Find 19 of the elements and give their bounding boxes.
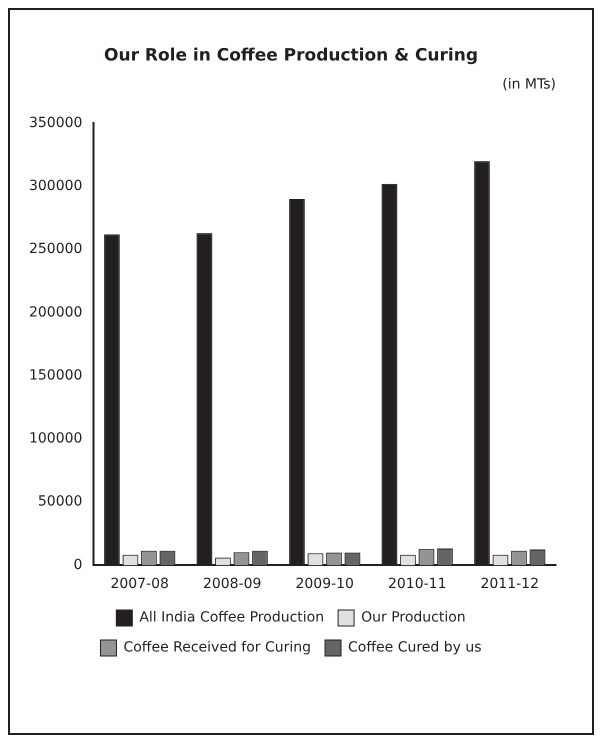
x-tick-label: 2011-12 (480, 576, 539, 592)
x-tick-label: 2008-09 (202, 576, 262, 592)
y-tick-label: 200000 (28, 304, 82, 320)
y-tick-label: 150000 (28, 367, 82, 384)
y-tick-label: 0 (74, 556, 82, 573)
legend-label: All India Coffee Production (139, 610, 324, 626)
y-tick-label: 50000 (38, 494, 82, 510)
x-tick-label: 2010-11 (388, 576, 446, 592)
y-tick-label: 250000 (28, 241, 82, 258)
legend-label: Coffee Cured by us (348, 640, 482, 656)
legend-label: Our Production (361, 610, 466, 626)
y-tick-label: 300000 (28, 178, 82, 194)
y-tick-label: 100000 (28, 430, 82, 447)
x-tick-label: 2009-10 (295, 576, 354, 592)
legend-label: Coffee Received for Curing (123, 640, 312, 656)
y-tick-label: 350000 (28, 114, 82, 131)
chart-subtitle: (in MTs) (502, 76, 556, 92)
chart-title: Our Role in Coffee Production & Curing (104, 46, 478, 66)
x-tick-label: 2007-08 (110, 576, 169, 592)
